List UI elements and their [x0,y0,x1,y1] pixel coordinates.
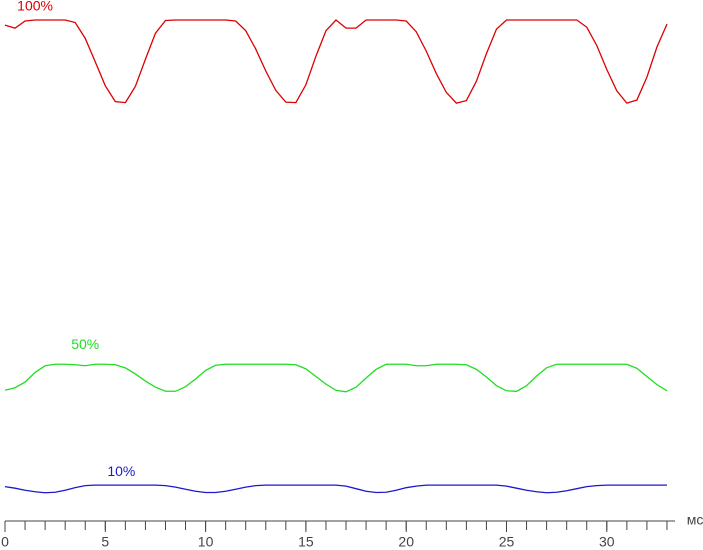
x-tick-label: 20 [398,534,414,550]
series-label: 50% [71,336,99,352]
x-tick-label: 0 [1,534,9,550]
series-line [4,484,667,494]
series-line [4,19,668,104]
x-tick-label: 15 [298,534,314,550]
x-tick-label: 30 [599,534,615,550]
x-tick-label: 10 [198,534,214,550]
x-tick-label: 25 [499,534,515,550]
series-label: 100% [17,0,53,14]
series-line [4,363,668,393]
x-axis-label: мс [687,512,703,528]
series-label: 10% [107,463,135,479]
x-tick-label: 5 [101,534,109,550]
